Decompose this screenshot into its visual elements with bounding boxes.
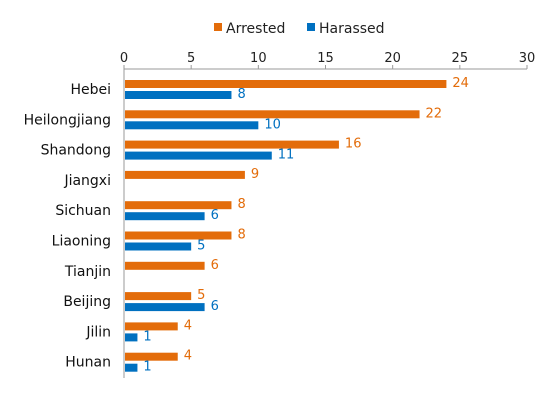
data-label-harassed: 11 [278, 148, 295, 163]
data-label-arrested: 6 [211, 258, 219, 273]
data-label-harassed: 6 [211, 299, 219, 314]
data-label-harassed: 1 [143, 360, 151, 375]
data-label-arrested: 4 [184, 318, 192, 333]
y-axis: Hebei Heilongjiang Shandong Jiangxi Sichuan L… [24, 69, 125, 378]
data-label-arrested: 16 [345, 137, 362, 152]
category-label: Beijing [63, 294, 111, 310]
x-tick-label: 30 [519, 51, 536, 66]
category-label: Heilongjiang [24, 112, 111, 128]
bar-arrested [125, 201, 232, 210]
bar-harassed [125, 363, 138, 372]
x-tick-label: 15 [317, 51, 334, 66]
bar-harassed [125, 91, 232, 99]
bar-harassed [125, 121, 259, 130]
bar-arrested [125, 140, 339, 149]
bar-harassed [125, 333, 138, 342]
bar-arrested [125, 261, 205, 270]
category-label: Jiangxi [63, 173, 111, 189]
legend-swatch-arrested [214, 23, 222, 31]
data-label-arrested: 9 [251, 167, 259, 182]
bar-arrested [125, 170, 245, 179]
bar-arrested [125, 80, 447, 88]
bar-arrested [125, 322, 178, 331]
data-label-harassed: 8 [237, 87, 245, 102]
x-tick-label: 5 [187, 51, 195, 66]
bar-arrested [125, 352, 178, 361]
data-label-arrested: 22 [426, 106, 443, 121]
data-label-arrested: 4 [184, 349, 192, 364]
bar-arrested [125, 110, 420, 119]
data-label-arrested: 5 [197, 288, 205, 303]
category-label: Jilin [85, 324, 111, 340]
bar-harassed [125, 303, 205, 312]
bar-arrested [125, 231, 232, 240]
bar-harassed [125, 242, 192, 251]
bar-harassed [125, 212, 205, 221]
data-label-arrested: 8 [237, 197, 245, 212]
legend-label-harassed: Harassed [319, 21, 385, 37]
legend-label-arrested: Arrested [226, 21, 285, 37]
data-label-harassed: 5 [197, 239, 205, 254]
data-label-harassed: 10 [264, 117, 281, 132]
data-label-arrested: 24 [452, 76, 469, 91]
category-label: Liaoning [52, 234, 111, 250]
category-label: Hunan [65, 355, 111, 371]
x-tick-label: 0 [120, 51, 128, 66]
bar-arrested [125, 292, 192, 301]
category-label: Sichuan [55, 203, 111, 219]
x-tick-label: 20 [384, 51, 401, 66]
data-label-arrested: 8 [237, 228, 245, 243]
x-tick-label: 25 [452, 51, 469, 66]
data-label-harassed: 6 [211, 208, 219, 223]
chart-legend: Arrested Harassed [214, 21, 385, 37]
x-axis: 0 5 10 15 20 25 30 [120, 51, 536, 70]
category-label: Shandong [41, 143, 111, 159]
bar-harassed [125, 151, 272, 160]
category-label: Hebei [70, 82, 111, 98]
data-label-harassed: 1 [143, 329, 151, 344]
category-label: Tianjin [64, 264, 111, 280]
legend-swatch-harassed [307, 23, 315, 31]
x-tick-label: 10 [250, 51, 267, 66]
